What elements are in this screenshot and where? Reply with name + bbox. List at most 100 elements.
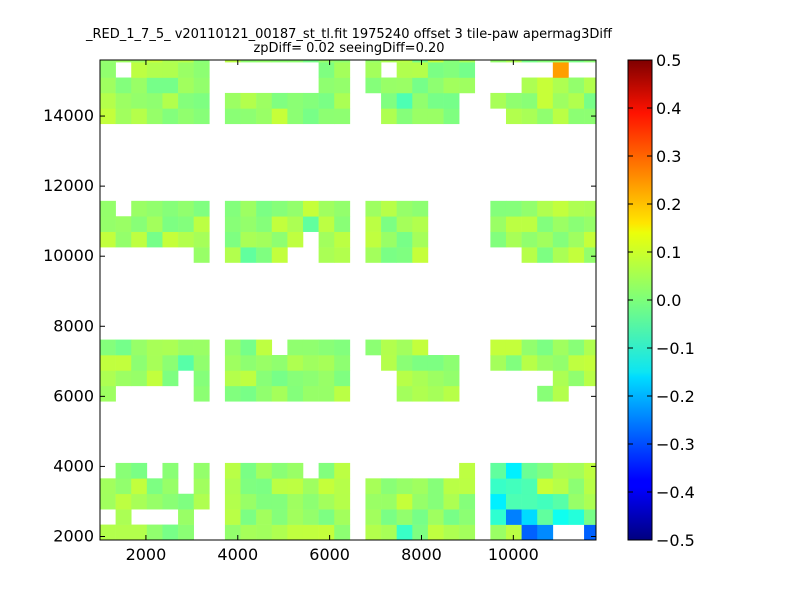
heatmap-cell <box>240 108 257 125</box>
heatmap-cell <box>162 60 179 63</box>
heatmap-cell <box>443 62 460 78</box>
heatmap-cell <box>146 355 163 371</box>
heatmap-cell <box>271 478 288 495</box>
heatmap-cell <box>427 370 444 387</box>
heatmap-cell <box>552 231 569 248</box>
heatmap-cell <box>256 385 273 402</box>
heatmap-cell <box>178 108 194 125</box>
heatmap-cell <box>287 524 304 541</box>
heatmap-cell <box>100 355 116 371</box>
heatmap-cell <box>365 231 382 248</box>
heatmap-cell <box>146 108 163 125</box>
heatmap-cell <box>115 60 132 63</box>
colorbar-tick-label: 0.4 <box>656 99 681 118</box>
heatmap-cell <box>302 200 319 217</box>
heatmap-cell <box>521 60 538 63</box>
heatmap-cell <box>521 200 538 217</box>
heatmap-cell <box>193 462 210 479</box>
heatmap-cell <box>521 524 538 541</box>
heatmap-cell <box>240 231 257 248</box>
heatmap-cell <box>318 108 335 125</box>
heatmap-cell <box>365 62 382 78</box>
heatmap-cell <box>412 339 429 356</box>
heatmap-cell <box>271 462 288 479</box>
heatmap-cell <box>381 524 397 541</box>
heatmap-cell <box>396 385 413 402</box>
heatmap-cell <box>568 247 585 263</box>
heatmap-cell <box>381 247 397 263</box>
heatmap-cell <box>568 231 585 248</box>
heatmap-cell <box>505 108 522 125</box>
heatmap-cell <box>537 92 554 109</box>
heatmap-cell <box>115 92 132 109</box>
x-tick-label: 4000 <box>217 545 258 564</box>
heatmap-cell <box>334 60 351 63</box>
x-tick-label: 8000 <box>401 545 442 564</box>
heatmap-cell <box>178 355 194 371</box>
heatmap-cell <box>287 355 304 371</box>
y-tick-label: 8000 <box>53 316 94 335</box>
heatmap-cell <box>271 247 288 263</box>
heatmap-cell <box>100 77 116 94</box>
heatmap-cell <box>334 370 351 387</box>
heatmap-cell <box>256 370 273 387</box>
heatmap-cell <box>318 509 335 525</box>
heatmap-cell <box>115 339 132 356</box>
heatmap-cell <box>287 478 304 495</box>
heatmap-cell <box>521 247 538 263</box>
y-tick-label: 4000 <box>53 456 94 475</box>
heatmap-cell <box>100 478 116 495</box>
heatmap-cell <box>271 524 288 541</box>
heatmap-cell <box>552 247 569 263</box>
heatmap-cell <box>131 92 148 109</box>
heatmap-cell <box>178 92 194 109</box>
heatmap-cell <box>162 200 179 217</box>
heatmap-cell <box>224 493 241 510</box>
heatmap-cell <box>427 355 444 371</box>
heatmap-cell <box>334 524 351 541</box>
colorbar-tick-label: 0.5 <box>656 51 681 70</box>
heatmap-cell <box>490 524 507 541</box>
heatmap-cell <box>100 200 116 217</box>
heatmap-cell <box>568 60 585 63</box>
heatmap-cell <box>568 478 585 495</box>
heatmap-cell <box>318 355 335 371</box>
heatmap-cell <box>552 509 569 525</box>
heatmap-cell <box>115 216 132 232</box>
heatmap-cell <box>381 108 397 125</box>
heatmap-cell <box>505 200 522 217</box>
heatmap-cell <box>224 60 241 63</box>
heatmap-cell <box>131 62 148 78</box>
heatmap-cell <box>365 77 382 94</box>
heatmap-cell <box>287 108 304 125</box>
heatmap-cell <box>552 478 569 495</box>
heatmap-cell <box>334 200 351 217</box>
heatmap-cell <box>412 77 429 94</box>
heatmap-cell <box>568 200 585 217</box>
heatmap-cell <box>146 200 163 217</box>
heatmap-cell <box>537 524 554 541</box>
heatmap-cell <box>224 462 241 479</box>
chart-title-line-1: _RED_1_7_5_ v20110121_00187_st_tl.fit 19… <box>85 27 613 42</box>
heatmap-cell <box>412 385 429 402</box>
heatmap-cell <box>178 493 194 510</box>
heatmap-cell <box>365 524 382 541</box>
heatmap-cell <box>193 60 210 63</box>
y-tick-label: 6000 <box>53 386 94 405</box>
heatmap-cell <box>193 247 210 263</box>
heatmap-cell <box>334 385 351 402</box>
heatmap-cell <box>287 92 304 109</box>
heatmap-cell <box>162 493 179 510</box>
heatmap-cell <box>412 370 429 387</box>
heatmap-cell <box>256 339 273 356</box>
heatmap-cell <box>287 339 304 356</box>
chart-title-line-2: zpDiff= 0.02 seeingDiff=0.20 <box>253 41 444 56</box>
heatmap-cell <box>443 108 460 125</box>
heatmap-cell <box>131 355 148 371</box>
heatmap-cell <box>521 77 538 94</box>
heatmap-cell <box>381 493 397 510</box>
heatmap-cell <box>318 478 335 495</box>
heatmap-cell <box>100 339 116 356</box>
heatmap-cell <box>318 200 335 217</box>
heatmap-cell <box>396 108 413 125</box>
